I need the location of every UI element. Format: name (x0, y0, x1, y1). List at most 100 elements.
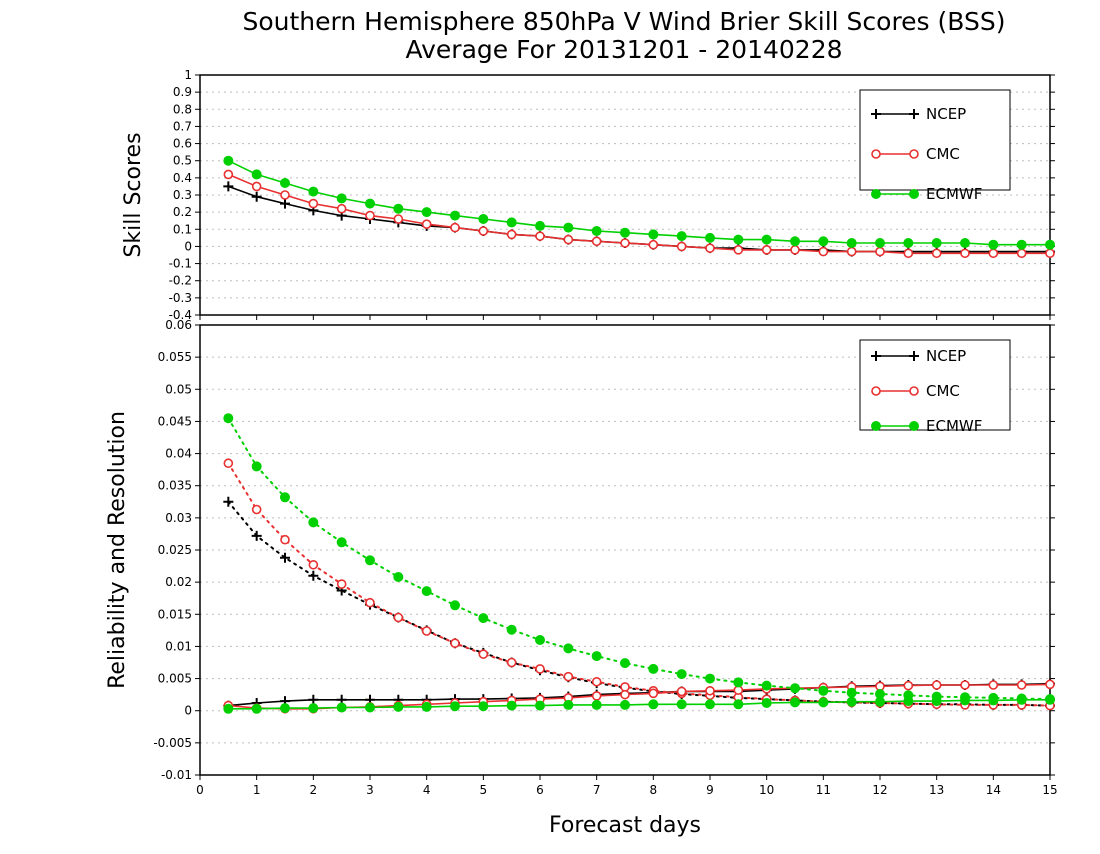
x-tick-label: 13 (929, 783, 944, 797)
data-point (280, 492, 290, 503)
data-point (223, 458, 234, 469)
legend-box (859, 89, 1011, 191)
legend-entry-cmc: CMC (871, 145, 960, 163)
data-point (818, 685, 829, 696)
data-point (1045, 694, 1055, 705)
data-point (336, 203, 347, 214)
y-tick-label: 0.005 (158, 672, 192, 686)
data-point (676, 669, 687, 680)
data-point (1016, 239, 1027, 250)
data-point (846, 687, 857, 698)
data-point (648, 688, 659, 699)
legend-entry-ecmwf: ECMWF (871, 417, 982, 435)
legend-marker (871, 149, 881, 159)
data-point (421, 626, 432, 636)
data-point (903, 238, 914, 248)
series-ecmwf-resolution (223, 413, 1055, 705)
legend-entry-ncep: NCEP (871, 105, 966, 123)
legend-marker (871, 421, 881, 431)
y-axis-label: Skill Scores (121, 132, 146, 257)
data-point (931, 680, 942, 690)
panel-1: -0.4 -0.3 -0.2 -0.1 0 0.1 0.2 0.3 0.4 0.5 0.6 0.7 0.… (121, 68, 1055, 322)
data-point (903, 680, 914, 691)
data-point (988, 248, 999, 259)
data-point (1045, 679, 1055, 690)
y-tick-label: -0.3 (169, 291, 192, 305)
y-tick-label: 0.9 (173, 85, 192, 99)
data-point (223, 413, 234, 424)
data-point (620, 238, 630, 248)
y-tick-label: 0.035 (158, 479, 192, 493)
chart-title-line2: Average For 20131201 - 20140228 (405, 35, 842, 64)
data-point (251, 169, 262, 180)
data-point (393, 214, 404, 224)
data-point (903, 696, 914, 707)
data-point (620, 682, 630, 692)
legend-marker (909, 149, 919, 159)
data-point (535, 231, 545, 241)
y-tick-label: 0.7 (173, 119, 192, 133)
y-tick-label: 0.03 (165, 511, 192, 525)
data-point (761, 234, 772, 245)
data-point (563, 671, 574, 682)
plot-frame (199, 324, 1051, 776)
data-point (535, 664, 545, 674)
data-point (988, 239, 999, 250)
x-axis-label: Forecast days (549, 813, 701, 838)
y-tick-label: 0.06 (165, 318, 192, 332)
data-point (308, 703, 319, 714)
legend-marker (909, 189, 919, 199)
data-point (790, 245, 800, 255)
x-tick-label: 11 (816, 783, 831, 797)
data-point (535, 220, 545, 231)
legend-marker (871, 189, 881, 199)
data-point (620, 689, 630, 700)
data-point (450, 701, 460, 712)
panel-2: -0.01 -0.005 0 0.005 0.01 0.015 0.02 0.025 0.03 0… (105, 318, 1058, 838)
y-tick-label: 0.055 (158, 350, 192, 364)
data-point (365, 702, 375, 713)
legend-marker (909, 351, 919, 361)
data-point (421, 219, 432, 229)
data-point (280, 198, 290, 209)
legend-label: ECMWF (926, 185, 982, 203)
data-point (421, 586, 432, 597)
data-point (875, 238, 885, 248)
data-point (960, 695, 970, 706)
data-point (931, 238, 942, 248)
y-tick-label: 0.02 (165, 575, 192, 589)
data-point (1045, 239, 1055, 250)
y-tick-label: 0.6 (173, 137, 192, 151)
y-tick-label: 0.05 (165, 382, 192, 396)
x-tick-label: 7 (593, 783, 601, 797)
data-point (988, 695, 999, 706)
y-tick-label: 0.2 (173, 205, 192, 219)
y-tick-label: 0.4 (173, 171, 192, 185)
legend-label: NCEP (926, 105, 966, 123)
x-tick-label: 12 (872, 783, 887, 797)
series-ecmwf (223, 155, 1055, 250)
data-point (251, 181, 262, 192)
data-point (960, 248, 970, 259)
legend-entry-ecmwf: ECMWF (871, 185, 982, 203)
y-tick-label: -0.4 (169, 308, 192, 322)
x-tick-label: 3 (366, 783, 374, 797)
data-point (648, 239, 659, 250)
legend-marker (871, 109, 881, 119)
data-point (676, 231, 687, 242)
legend-label: CMC (926, 382, 960, 400)
data-point (365, 198, 375, 209)
data-point (591, 236, 602, 247)
data-point (1045, 248, 1055, 259)
data-point (223, 169, 234, 180)
data-point (620, 699, 630, 710)
data-point (450, 210, 460, 221)
data-point (705, 243, 715, 253)
data-point (875, 696, 885, 707)
data-point (705, 685, 715, 696)
legend: NCEP CMC ECMWF (859, 89, 1011, 203)
data-point (478, 214, 489, 224)
data-point (223, 181, 234, 192)
data-point (563, 643, 574, 654)
y-tick-label: 0.025 (158, 543, 192, 557)
